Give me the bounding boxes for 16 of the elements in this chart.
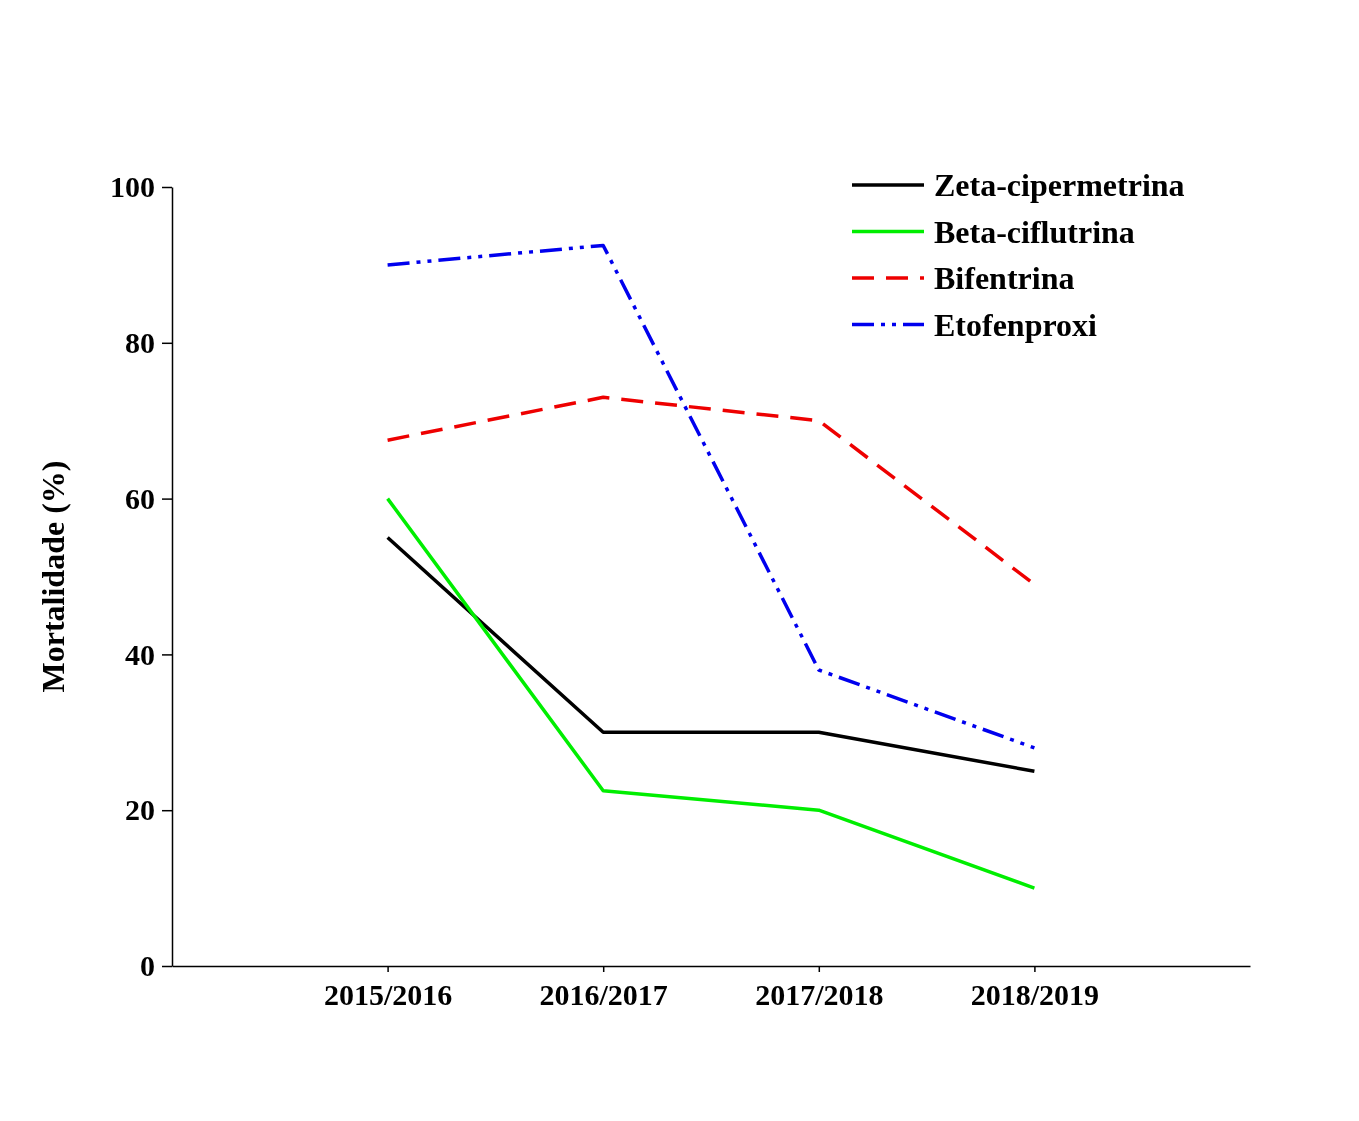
legend-label: Etofenproxi — [934, 306, 1098, 343]
legend-label: Beta-ciflutrina — [934, 213, 1135, 250]
y-axis-title: Mortalidade (%) — [35, 460, 71, 693]
y-tick-label: 20 — [125, 793, 155, 827]
legend-label: Zeta-cipermetrina — [934, 167, 1185, 203]
x-tick-label: 2016/2017 — [539, 978, 668, 1011]
y-tick-label: 80 — [125, 325, 155, 359]
legend-label: Bifentrina — [934, 260, 1075, 296]
y-tick-label: 60 — [125, 481, 155, 515]
line-series — [385, 496, 1037, 890]
y-tick-label: 0 — [140, 949, 155, 983]
y-tick-label: 100 — [110, 170, 155, 204]
x-tick-label: 2017/2018 — [755, 978, 884, 1011]
x-tick-label: 2018/2019 — [970, 978, 1100, 1011]
x-tick-label: 2015/2016 — [323, 978, 453, 1011]
y-tick-label: 40 — [125, 637, 155, 671]
